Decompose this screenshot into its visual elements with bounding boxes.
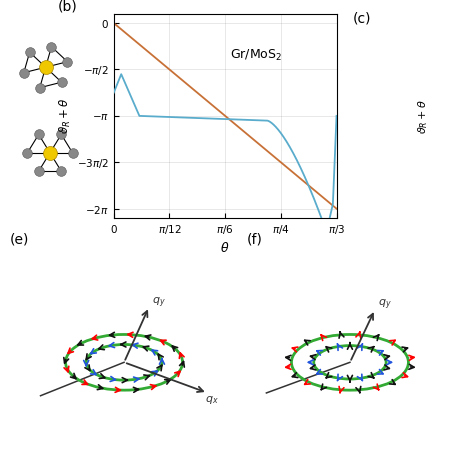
Text: (e): (e) xyxy=(9,233,29,246)
X-axis label: $\theta$: $\theta$ xyxy=(220,241,230,255)
Text: $\vartheta_R + \theta$: $\vartheta_R + \theta$ xyxy=(416,99,430,134)
Text: (f): (f) xyxy=(246,233,262,246)
Text: $q_x$: $q_x$ xyxy=(205,394,219,406)
Text: (b): (b) xyxy=(58,0,78,13)
Text: (c): (c) xyxy=(352,11,371,26)
Y-axis label: $\vartheta_R + \theta$: $\vartheta_R + \theta$ xyxy=(57,98,73,135)
Text: $\mathrm{Gr/MoS_2}$: $\mathrm{Gr/MoS_2}$ xyxy=(229,48,282,63)
Text: $q_y$: $q_y$ xyxy=(378,298,392,312)
Text: $q_y$: $q_y$ xyxy=(152,295,165,310)
